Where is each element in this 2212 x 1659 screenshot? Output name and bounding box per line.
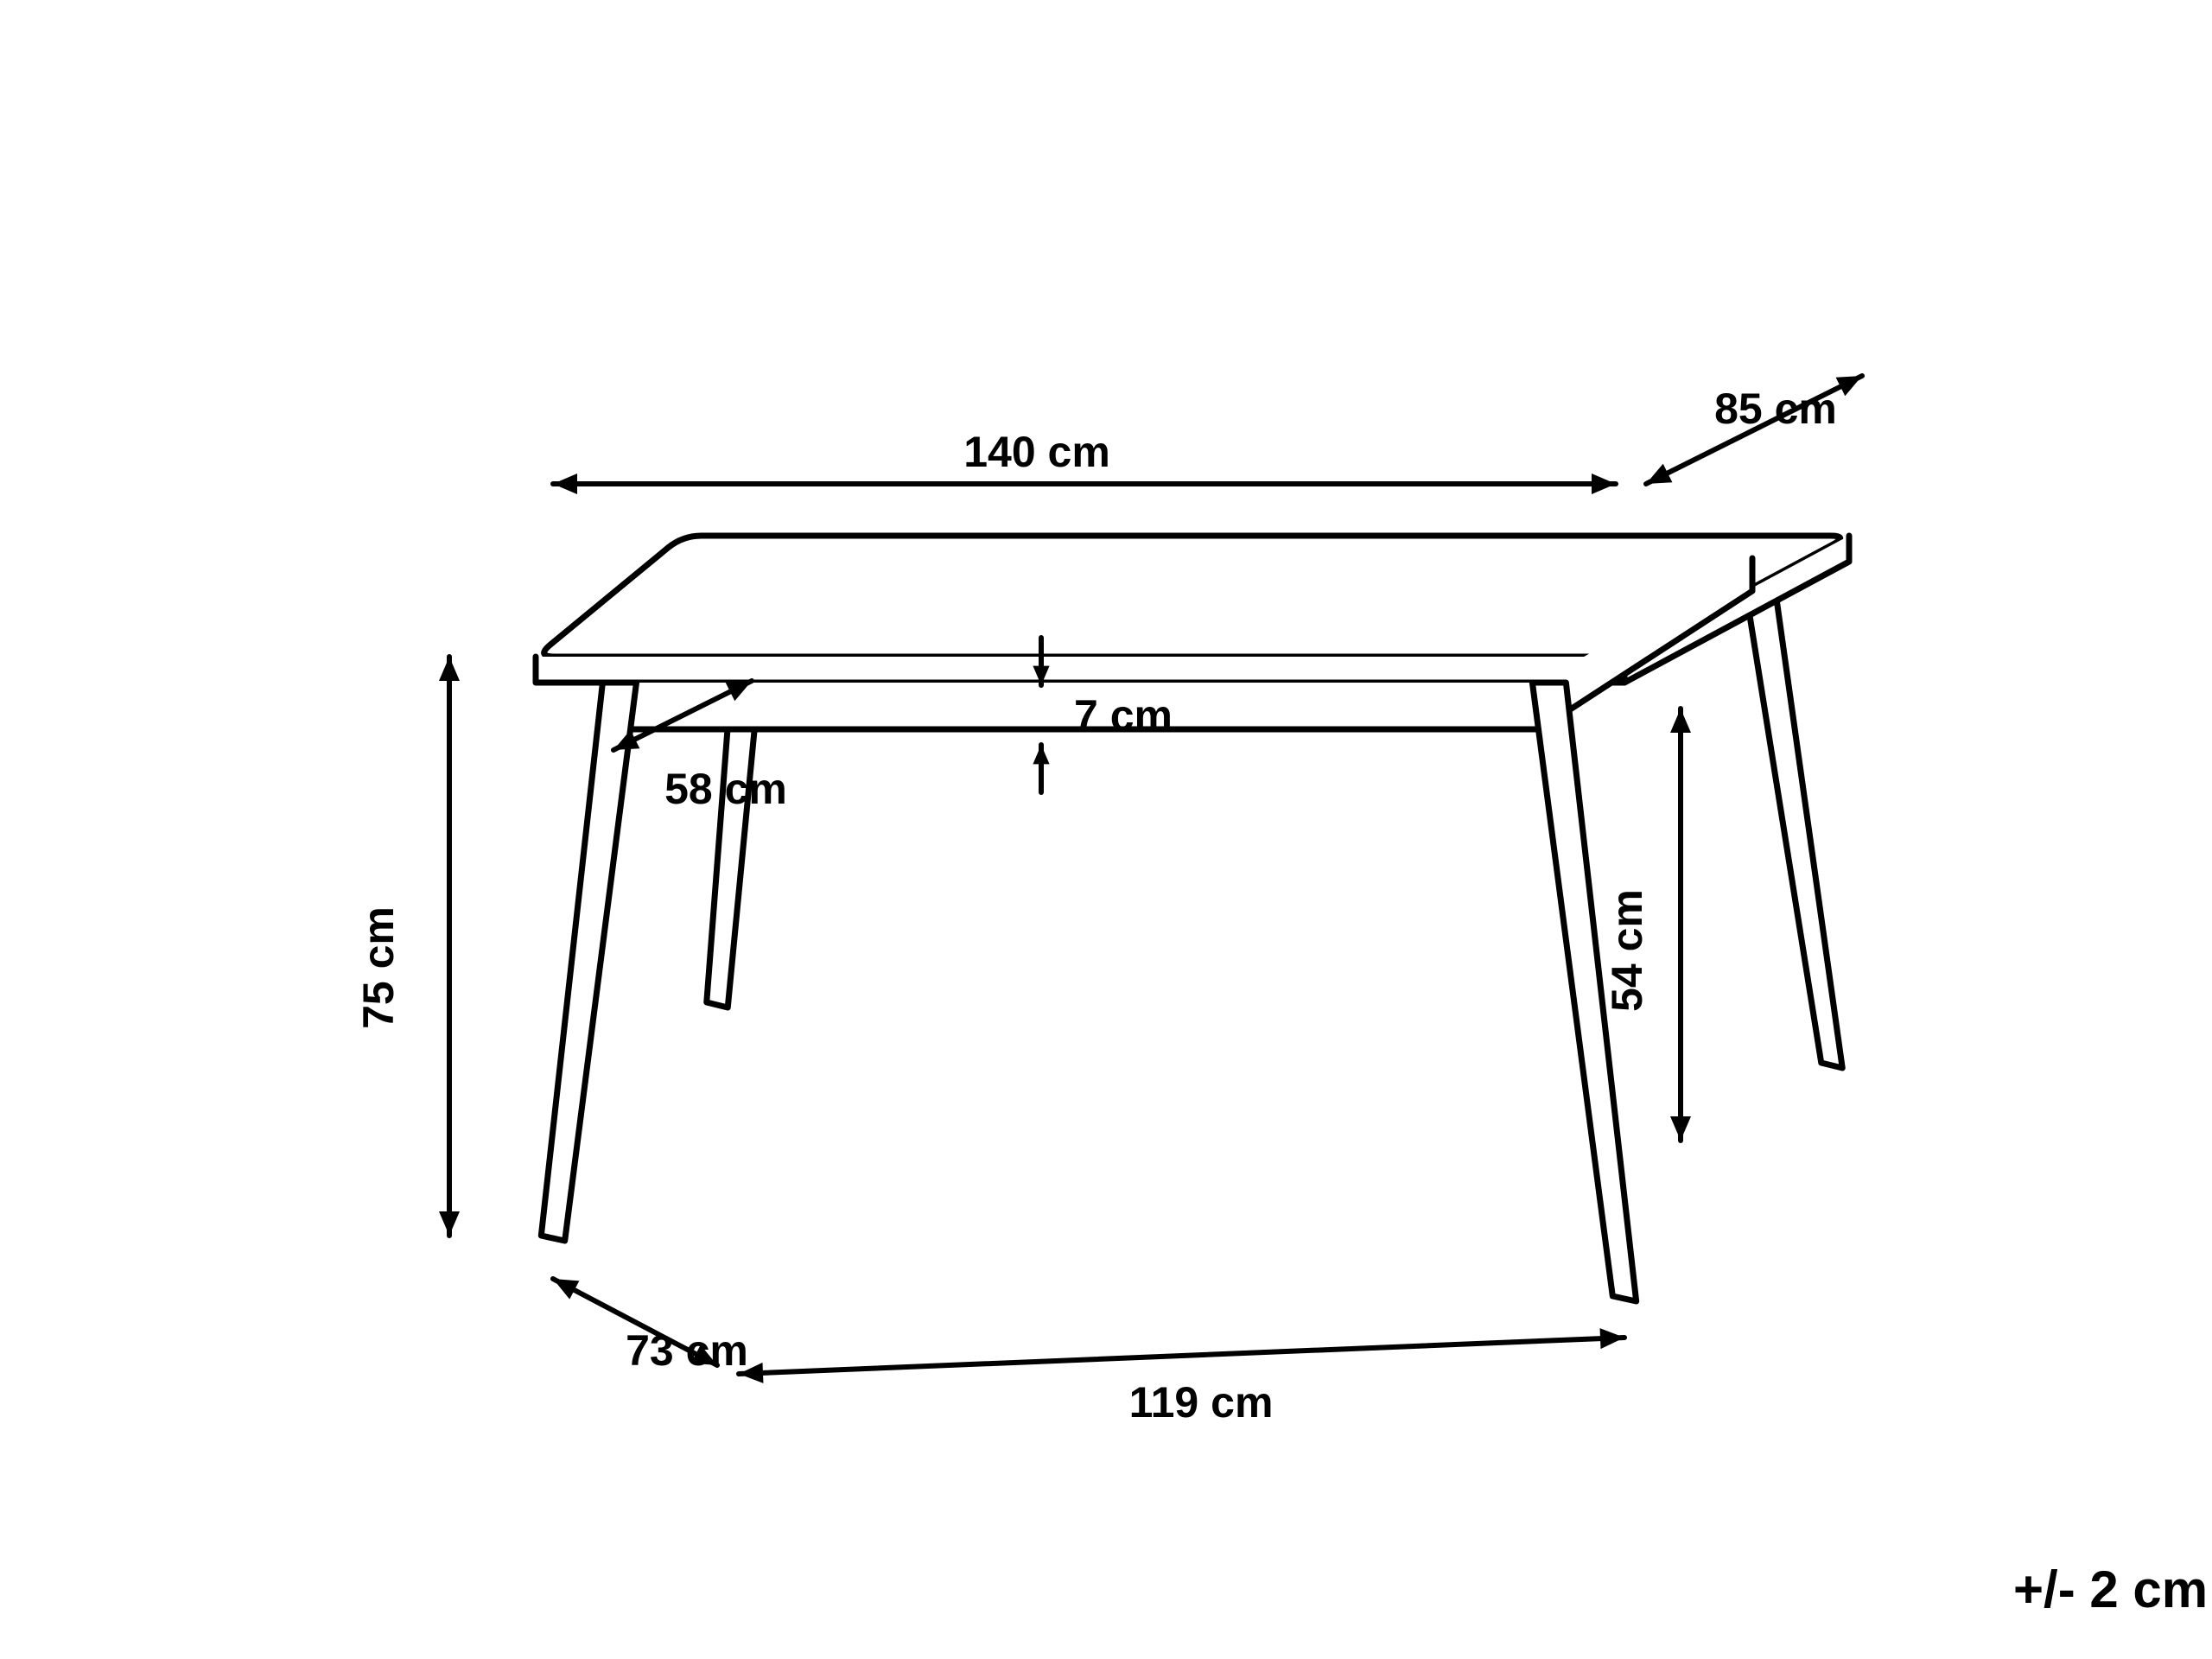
dim-depth_top: 85 cm	[1714, 385, 1837, 433]
dim-foot_width: 119 cm	[1129, 1378, 1274, 1427]
tolerance-note: +/- 2 cm	[2013, 1560, 2208, 1618]
dimension-diagram: 140 cm 85 cm 75 cm 7 cm 58 cm 54 cm 73 cm 119 c…	[0, 0, 2212, 1659]
dim-inner_depth: 58 cm	[664, 765, 787, 813]
dim-height: 75 cm	[354, 906, 403, 1029]
dim-width_top: 140 cm	[963, 428, 1110, 476]
dim-foot_depth: 73 cm	[626, 1326, 748, 1375]
dim-leg_inner_h: 54 cm	[1603, 889, 1651, 1012]
dim-apron: 7 cm	[1074, 691, 1173, 740]
